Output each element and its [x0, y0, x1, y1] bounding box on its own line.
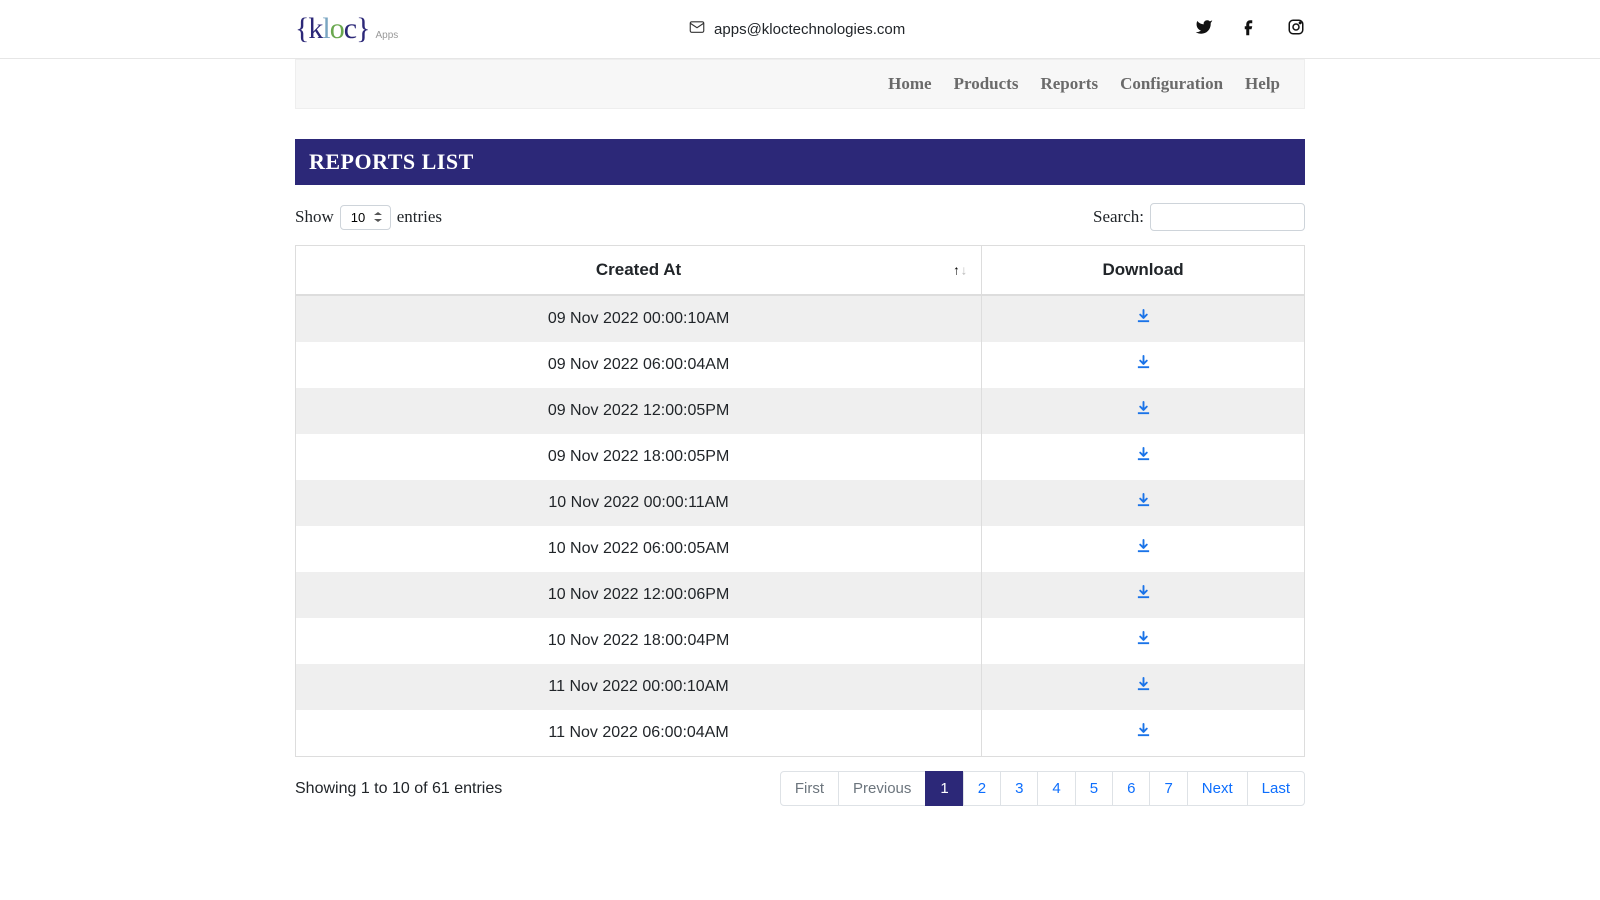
download-icon[interactable]	[1136, 725, 1151, 742]
table-row: 10 Nov 2022 00:00:11AM	[296, 480, 1305, 526]
table-row: 09 Nov 2022 18:00:05PM	[296, 434, 1305, 480]
sort-icon: ↑↓	[953, 263, 967, 278]
cell-created-at: 09 Nov 2022 18:00:05PM	[296, 434, 982, 480]
table-info: Showing 1 to 10 of 61 entries	[295, 780, 502, 798]
cell-created-at: 09 Nov 2022 00:00:10AM	[296, 295, 982, 342]
logo-l: l	[322, 12, 329, 45]
logo-subtext: Apps	[375, 30, 398, 41]
nav-link-reports[interactable]: Reports	[1040, 74, 1098, 94]
cell-download	[982, 572, 1305, 618]
cell-download	[982, 710, 1305, 757]
main-nav: Home Products Reports Configuration Help	[295, 59, 1305, 109]
cell-created-at: 10 Nov 2022 00:00:11AM	[296, 480, 982, 526]
table-row: 11 Nov 2022 00:00:10AM	[296, 664, 1305, 710]
download-icon[interactable]	[1136, 679, 1151, 696]
twitter-icon[interactable]	[1195, 18, 1213, 41]
cell-created-at: 09 Nov 2022 12:00:05PM	[296, 388, 982, 434]
search-label: Search:	[1093, 207, 1144, 227]
cell-download	[982, 388, 1305, 434]
logo-brace-open: {	[295, 12, 308, 45]
show-label: Show	[295, 207, 334, 227]
page-btn-2[interactable]: 2	[963, 771, 1001, 806]
logo-c: c	[344, 12, 356, 45]
cell-created-at: 11 Nov 2022 00:00:10AM	[296, 664, 982, 710]
table-row: 10 Nov 2022 06:00:05AM	[296, 526, 1305, 572]
mail-icon	[688, 18, 706, 40]
cell-download	[982, 342, 1305, 388]
page-btn-next[interactable]: Next	[1187, 771, 1248, 806]
logo-k: k	[308, 12, 322, 45]
cell-download	[982, 295, 1305, 342]
table-row: 09 Nov 2022 06:00:04AM	[296, 342, 1305, 388]
brand-logo[interactable]: {kloc} Apps	[295, 12, 398, 46]
cell-created-at: 10 Nov 2022 18:00:04PM	[296, 618, 982, 664]
cell-download	[982, 664, 1305, 710]
table-row: 10 Nov 2022 12:00:06PM	[296, 572, 1305, 618]
cell-download	[982, 526, 1305, 572]
instagram-icon[interactable]	[1287, 18, 1305, 41]
download-icon[interactable]	[1136, 357, 1151, 374]
entries-label: entries	[397, 207, 442, 227]
col-download: Download	[982, 246, 1305, 296]
cell-download	[982, 480, 1305, 526]
entries-select[interactable]: 10	[340, 205, 391, 230]
table-row: 11 Nov 2022 06:00:04AM	[296, 710, 1305, 757]
download-icon[interactable]	[1136, 311, 1151, 328]
page-btn-previous: Previous	[838, 771, 926, 806]
page-btn-1[interactable]: 1	[925, 771, 963, 806]
cell-download	[982, 434, 1305, 480]
cell-created-at: 11 Nov 2022 06:00:04AM	[296, 710, 982, 757]
cell-created-at: 09 Nov 2022 06:00:04AM	[296, 342, 982, 388]
cell-download	[982, 618, 1305, 664]
table-row: 09 Nov 2022 00:00:10AM	[296, 295, 1305, 342]
table-row: 09 Nov 2022 12:00:05PM	[296, 388, 1305, 434]
page-btn-4[interactable]: 4	[1037, 771, 1075, 806]
download-icon[interactable]	[1136, 449, 1151, 466]
download-icon[interactable]	[1136, 403, 1151, 420]
page-title: REPORTS LIST	[295, 139, 1305, 185]
nav-link-home[interactable]: Home	[888, 74, 931, 94]
cell-created-at: 10 Nov 2022 12:00:06PM	[296, 572, 982, 618]
download-icon[interactable]	[1136, 495, 1151, 512]
contact-email[interactable]: apps@kloctechnologies.com	[688, 18, 905, 40]
page-btn-3[interactable]: 3	[1000, 771, 1038, 806]
page-btn-first: First	[780, 771, 839, 806]
col-created-at[interactable]: Created At ↑↓	[296, 246, 982, 296]
logo-o: o	[330, 12, 344, 45]
page-btn-7[interactable]: 7	[1149, 771, 1187, 806]
download-icon[interactable]	[1136, 541, 1151, 558]
pagination: FirstPrevious1234567NextLast	[781, 771, 1305, 806]
download-icon[interactable]	[1136, 633, 1151, 650]
page-btn-6[interactable]: 6	[1112, 771, 1150, 806]
cell-created-at: 10 Nov 2022 06:00:05AM	[296, 526, 982, 572]
download-icon[interactable]	[1136, 587, 1151, 604]
email-text: apps@kloctechnologies.com	[714, 21, 905, 38]
facebook-icon[interactable]	[1241, 18, 1259, 41]
reports-table: Created At ↑↓ Download 09 Nov 2022 00:00…	[295, 245, 1305, 757]
nav-link-configuration[interactable]: Configuration	[1120, 74, 1223, 94]
table-row: 10 Nov 2022 18:00:04PM	[296, 618, 1305, 664]
nav-link-help[interactable]: Help	[1245, 74, 1280, 94]
nav-link-products[interactable]: Products	[954, 74, 1019, 94]
page-btn-last[interactable]: Last	[1247, 771, 1305, 806]
logo-brace-close: }	[356, 12, 369, 45]
page-btn-5[interactable]: 5	[1075, 771, 1113, 806]
search-input[interactable]	[1150, 203, 1305, 231]
